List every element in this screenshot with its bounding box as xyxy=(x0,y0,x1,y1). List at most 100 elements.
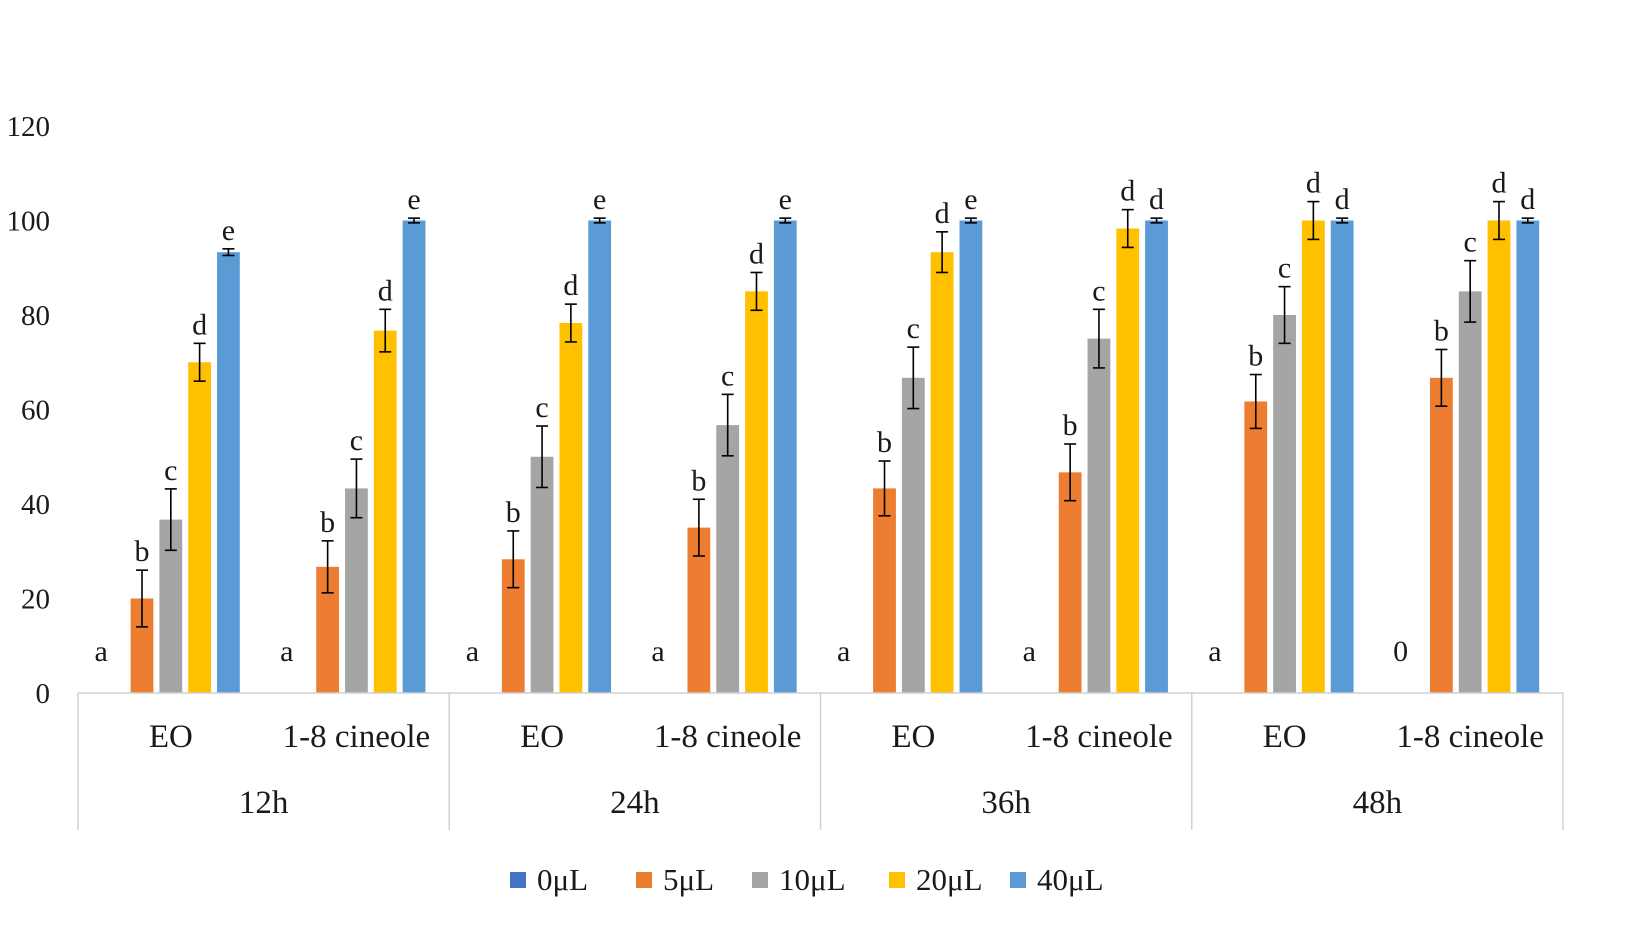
y-tick-label-0: 0 xyxy=(36,678,51,710)
bar-36h-eo-40ul xyxy=(959,220,983,693)
y-tick-label-100: 100 xyxy=(7,206,51,238)
significance-label-36h-eo-5ul: b xyxy=(877,426,892,459)
significance-label-36h-eo-0ul: a xyxy=(837,635,850,668)
error-bar-24h-eo-20ul xyxy=(564,303,577,343)
bar-12h-eo-10ul xyxy=(159,519,183,693)
x-tick-label-24h-1-8-cineole: 1-8 cineole xyxy=(654,719,802,755)
error-bar-12h-eo-10ul xyxy=(164,488,177,552)
bar-48h-1-8-cineole-10ul xyxy=(1458,291,1482,693)
y-tick-label-80: 80 xyxy=(21,300,50,332)
bar-12h-1-8-cineole-10ul xyxy=(345,488,368,693)
significance-label-36h-1-8-cineole-40ul: d xyxy=(1149,183,1164,216)
significance-label-12h-eo-20ul: d xyxy=(192,308,207,341)
significance-label-24h-eo-40ul: e xyxy=(593,183,606,216)
significance-label-12h-eo-0ul: a xyxy=(95,635,108,668)
significance-label-24h-eo-20ul: d xyxy=(563,269,578,302)
error-bar-36h-eo-40ul xyxy=(964,217,977,224)
bar-48h-eo-5ul xyxy=(1244,401,1268,693)
legend-label-20ul: 20μL xyxy=(916,862,983,897)
bar-48h-1-8-cineole-20ul xyxy=(1487,220,1511,693)
bar-24h-eo-5ul xyxy=(501,559,525,693)
significance-label-48h-1-8-cineole-20ul: d xyxy=(1491,167,1506,200)
error-bar-36h-1-8-cineole-5ul xyxy=(1064,443,1077,502)
significance-label-12h-eo-5ul: b xyxy=(135,535,150,568)
error-bar-48h-1-8-cineole-20ul xyxy=(1492,200,1505,241)
error-bar-48h-eo-5ul xyxy=(1249,373,1262,430)
bar-marks xyxy=(130,220,1540,693)
error-bar-48h-eo-40ul xyxy=(1336,217,1349,224)
y-tick-label-20: 20 xyxy=(21,584,50,616)
x-tick-label-12h-1-8-cineole: 1-8 cineole xyxy=(283,719,431,755)
significance-label-12h-1-8-cineole-0ul: a xyxy=(280,635,293,668)
x-tick-label-24h-eo: EO xyxy=(520,719,564,755)
error-bar-24h-1-8-cineole-5ul xyxy=(692,498,705,557)
significance-label-24h-eo-5ul: b xyxy=(506,496,521,529)
significance-label-48h-eo-20ul: d xyxy=(1306,167,1321,200)
legend-swatch-5ul xyxy=(636,872,652,888)
bar-48h-1-8-cineole-40ul xyxy=(1516,220,1540,693)
significance-label-24h-1-8-cineole-0ul: a xyxy=(651,635,664,668)
legend: 0μL 5μL 10μL 20μL 40μL xyxy=(510,862,1104,897)
x-tick-label-12h-eo: EO xyxy=(149,719,193,755)
x-tick-label-36h-eo: EO xyxy=(891,719,935,755)
significance-label-12h-1-8-cineole-10ul: c xyxy=(350,424,363,457)
error-bar-24h-1-8-cineole-10ul xyxy=(721,393,734,457)
error-bar-12h-1-8-cineole-40ul xyxy=(408,217,421,224)
error-bar-48h-eo-20ul xyxy=(1307,200,1320,241)
error-bar-12h-1-8-cineole-10ul xyxy=(350,458,363,519)
significance-label-24h-1-8-cineole-20ul: d xyxy=(749,237,764,270)
error-bar-12h-1-8-cineole-5ul xyxy=(321,540,334,594)
significance-label-36h-1-8-cineole-5ul: b xyxy=(1063,409,1078,442)
significance-label-36h-eo-20ul: d xyxy=(935,197,950,230)
significance-label-36h-1-8-cineole-20ul: d xyxy=(1120,175,1135,208)
significance-label-36h-eo-10ul: c xyxy=(907,312,920,345)
y-tick-label-40: 40 xyxy=(21,489,50,521)
significance-label-48h-eo-0ul: a xyxy=(1208,635,1221,668)
bar-24h-1-8-cineole-20ul xyxy=(745,291,768,693)
significance-label-48h-1-8-cineole-10ul: c xyxy=(1464,226,1477,259)
legend-label-10ul: 10μL xyxy=(779,862,846,897)
bar-12h-eo-20ul xyxy=(188,362,212,693)
significance-label-36h-1-8-cineole-0ul: a xyxy=(1023,635,1036,668)
bar-36h-eo-20ul xyxy=(930,252,954,693)
error-bar-12h-eo-40ul xyxy=(222,248,235,257)
legend-label-5ul: 5μL xyxy=(663,862,714,897)
bar-36h-eo-5ul xyxy=(873,488,896,693)
error-bar-48h-1-8-cineole-10ul xyxy=(1464,259,1477,323)
legend-swatch-0ul xyxy=(510,872,526,888)
bar-12h-eo-40ul xyxy=(217,252,240,693)
bar-12h-1-8-cineole-20ul xyxy=(373,330,397,693)
significance-label-12h-1-8-cineole-5ul: b xyxy=(320,506,335,539)
significance-label-48h-1-8-cineole-0ul: 0 xyxy=(1393,635,1408,668)
bar-36h-1-8-cineole-10ul xyxy=(1087,338,1111,693)
bar-36h-eo-10ul xyxy=(901,377,925,693)
group-label-48h: 48h xyxy=(1353,785,1403,821)
significance-label-24h-eo-0ul: a xyxy=(466,635,479,668)
bar-36h-1-8-cineole-20ul xyxy=(1116,228,1140,693)
error-bar-36h-eo-5ul xyxy=(878,460,891,517)
error-bar-36h-eo-20ul xyxy=(936,231,949,274)
bar-48h-eo-10ul xyxy=(1273,315,1296,693)
error-bar-36h-1-8-cineole-40ul xyxy=(1150,217,1163,224)
error-bar-36h-1-8-cineole-10ul xyxy=(1092,308,1105,369)
bar-24h-1-8-cineole-40ul xyxy=(773,220,797,693)
error-bar-24h-eo-5ul xyxy=(507,530,520,589)
significance-label-36h-1-8-cineole-10ul: c xyxy=(1092,274,1105,307)
bar-24h-1-8-cineole-10ul xyxy=(716,425,740,693)
legend-label-40ul: 40μL xyxy=(1037,862,1104,897)
group-label-24h: 24h xyxy=(610,785,660,821)
significance-label-48h-eo-40ul: d xyxy=(1335,183,1350,216)
significance-label-24h-1-8-cineole-40ul: e xyxy=(779,183,792,216)
bar-48h-1-8-cineole-5ul xyxy=(1429,377,1453,693)
bar-24h-eo-40ul xyxy=(588,220,612,693)
significance-label-24h-eo-10ul: c xyxy=(535,391,548,424)
legend-swatch-10ul xyxy=(752,872,768,888)
significance-label-24h-1-8-cineole-5ul: b xyxy=(691,464,706,497)
bar-48h-eo-20ul xyxy=(1301,220,1325,693)
error-bar-24h-eo-40ul xyxy=(593,217,606,224)
y-axis-ticks: 0 20 40 60 80 100 120 xyxy=(7,111,51,710)
error-bar-48h-1-8-cineole-40ul xyxy=(1521,217,1534,224)
error-bar-36h-eo-10ul xyxy=(907,346,920,410)
